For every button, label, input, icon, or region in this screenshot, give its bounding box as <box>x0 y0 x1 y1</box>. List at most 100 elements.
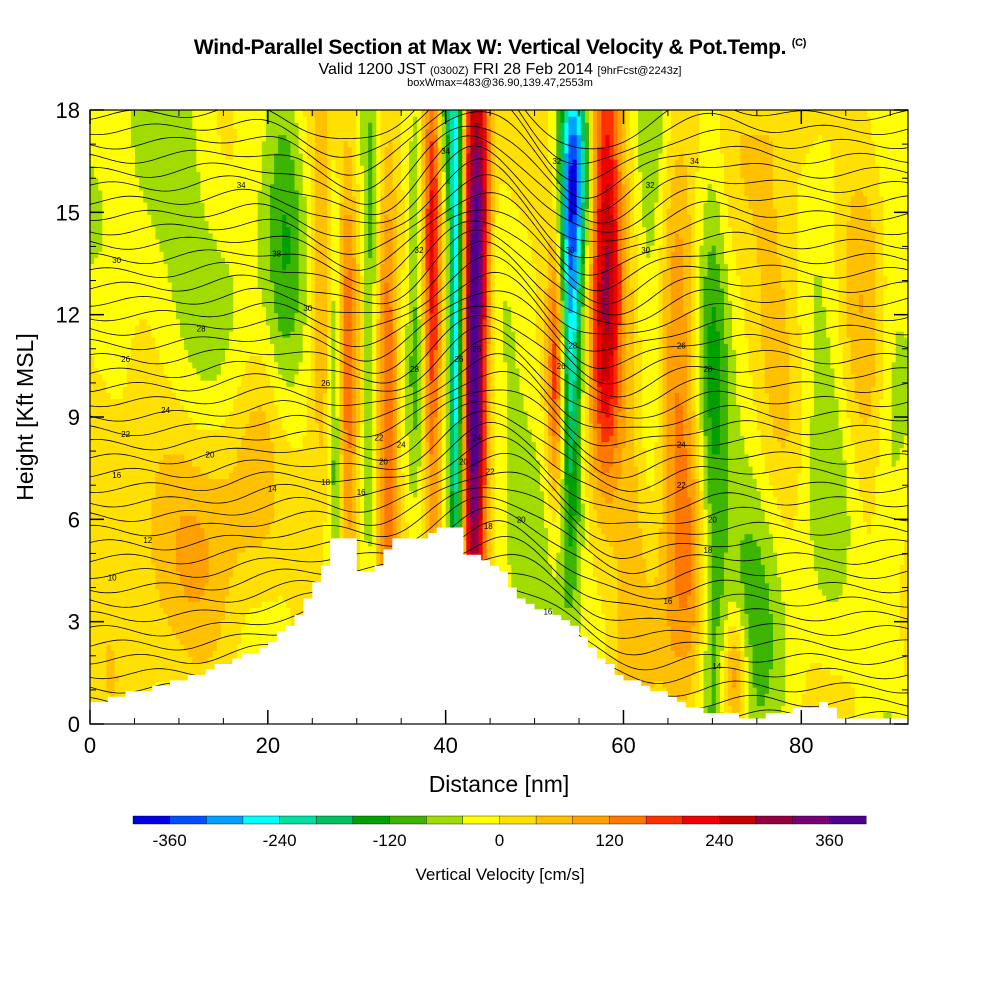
velocity-cell <box>130 668 136 676</box>
velocity-cell <box>159 545 165 553</box>
velocity-cell <box>147 484 152 492</box>
velocity-cell <box>98 582 103 590</box>
velocity-cell <box>175 263 181 271</box>
velocity-cell <box>126 619 132 627</box>
velocity-cell <box>126 220 132 228</box>
velocity-cell <box>216 392 222 400</box>
velocity-cell <box>237 196 242 203</box>
velocity-cell <box>204 245 210 252</box>
velocity-cell <box>155 226 161 234</box>
velocity-cell <box>286 503 291 510</box>
velocity-cell <box>118 687 124 694</box>
velocity-cell <box>106 238 112 246</box>
velocity-cell <box>171 496 177 504</box>
velocity-cell <box>139 447 144 455</box>
velocity-cell <box>102 429 107 436</box>
velocity-cell <box>110 288 116 295</box>
velocity-cell <box>208 300 214 307</box>
velocity-cell <box>253 644 259 651</box>
velocity-cell <box>180 638 185 645</box>
velocity-cell <box>135 214 140 222</box>
velocity-cell <box>192 312 197 320</box>
velocity-cell <box>216 257 222 265</box>
velocity-cell <box>171 232 177 240</box>
velocity-cell <box>229 570 234 578</box>
velocity-cell <box>175 496 181 504</box>
velocity-cell <box>188 521 193 529</box>
velocity-cell <box>143 275 148 283</box>
velocity-cell <box>175 545 181 553</box>
velocity-cell <box>212 392 218 400</box>
velocity-cell <box>122 134 128 142</box>
velocity-cell <box>139 490 144 498</box>
velocity-cell <box>147 668 152 676</box>
velocity-cell <box>147 337 152 344</box>
velocity-cell <box>257 208 263 215</box>
velocity-cell <box>278 429 283 436</box>
velocity-cell <box>241 631 246 639</box>
velocity-cell <box>282 527 287 535</box>
velocity-cell <box>139 343 144 350</box>
velocity-cell <box>90 128 95 136</box>
velocity-cell <box>220 159 226 166</box>
velocity-cell <box>196 509 201 516</box>
velocity-cell <box>212 300 218 307</box>
velocity-cell <box>180 521 185 529</box>
velocity-cell <box>151 582 156 590</box>
velocity-cell <box>126 392 132 400</box>
velocity-cell <box>212 251 218 258</box>
velocity-cell <box>155 453 161 461</box>
velocity-cell <box>114 509 120 516</box>
velocity-cell <box>208 417 214 424</box>
velocity-cell <box>122 625 128 633</box>
velocity-cell <box>122 656 128 664</box>
velocity-cell <box>159 251 165 258</box>
velocity-cell <box>278 128 283 136</box>
velocity-cell <box>90 650 95 657</box>
velocity-cell <box>114 165 120 172</box>
velocity-cell <box>167 318 173 326</box>
velocity-cell <box>139 650 144 657</box>
velocity-cell <box>270 545 275 553</box>
velocity-cell <box>196 226 201 234</box>
velocity-cell <box>102 153 107 160</box>
velocity-cell <box>237 588 242 596</box>
velocity-cell <box>192 662 197 670</box>
velocity-cell <box>270 638 275 645</box>
velocity-cell <box>90 232 95 240</box>
velocity-cell <box>278 312 283 320</box>
velocity-cell <box>282 380 287 387</box>
velocity-cell <box>106 318 112 326</box>
velocity-cell <box>196 503 201 510</box>
velocity-cell <box>253 122 259 129</box>
velocity-cell <box>212 165 218 172</box>
velocity-cell <box>233 441 238 449</box>
velocity-cell <box>90 275 95 283</box>
velocity-cell <box>241 140 246 148</box>
velocity-cell <box>282 275 287 283</box>
velocity-cell <box>180 288 185 295</box>
velocity-cell <box>139 226 144 234</box>
velocity-cell <box>220 527 226 535</box>
velocity-cell <box>270 533 275 541</box>
velocity-cell <box>171 453 177 461</box>
velocity-cell <box>204 318 210 326</box>
velocity-cell <box>286 116 291 123</box>
velocity-cell <box>147 429 152 436</box>
velocity-cell <box>216 165 222 172</box>
velocity-cell <box>216 539 222 547</box>
velocity-cell <box>114 681 120 688</box>
velocity-cell <box>212 582 218 590</box>
velocity-cell <box>233 165 238 172</box>
velocity-cell <box>184 631 189 639</box>
velocity-cell <box>261 509 267 516</box>
velocity-cell <box>208 533 214 541</box>
velocity-cell <box>261 570 267 578</box>
velocity-cell <box>282 257 287 265</box>
velocity-cell <box>216 404 222 412</box>
velocity-cell <box>233 588 238 596</box>
velocity-cell <box>94 171 99 179</box>
chart-title: Wind-Parallel Section at Max W: Vertical… <box>0 36 1000 60</box>
velocity-cell <box>130 650 136 657</box>
velocity-cell <box>106 607 112 614</box>
